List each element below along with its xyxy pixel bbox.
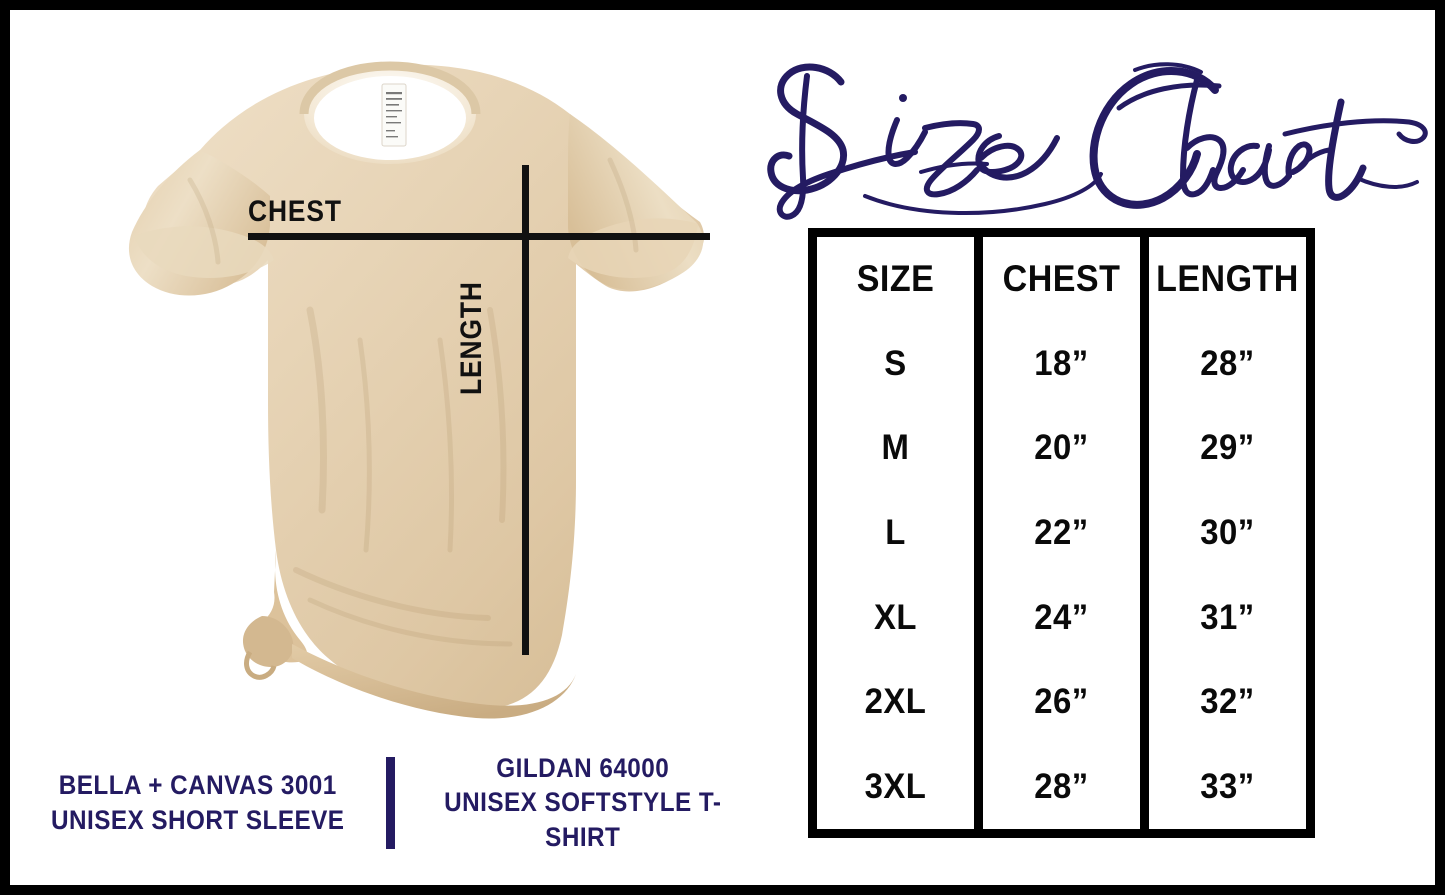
knot-tail <box>244 650 277 680</box>
table-row: 28” <box>1200 343 1255 383</box>
table-row: 22” <box>1034 513 1089 553</box>
table-row: 28” <box>1034 766 1089 806</box>
table-row: 26” <box>1034 682 1089 722</box>
caption-gildan-line1: GILDAN 64000 <box>495 752 669 783</box>
fabric-folds <box>187 157 639 647</box>
table-row: 33” <box>1200 766 1255 806</box>
chest-measurement-line <box>248 233 710 240</box>
table-row: 3XL <box>864 766 927 806</box>
tshirt-photo: CHEST LENGTH <box>10 10 770 740</box>
inner-canvas: CHEST LENGTH BELLA + CANVAS 3001 UNISEX … <box>10 10 1435 885</box>
chest-measurement-label: CHEST <box>248 195 342 228</box>
left-sleeve-cuff <box>134 226 274 279</box>
caption-gildan-line2: UNISEX SOFTSTYLE T-SHIRT <box>443 787 721 852</box>
table-row: 32” <box>1200 682 1255 722</box>
caption-divider <box>385 756 395 849</box>
table-column-length: LENGTH 28” 29” 30” 31” 32” 33” <box>1140 237 1306 829</box>
size-chart-script-title <box>767 62 1428 220</box>
caption-bella-canvas-line2: UNISEX SHORT SLEEVE <box>51 804 345 835</box>
table-header-length: LENGTH <box>1156 258 1299 300</box>
collar-rib <box>299 61 481 115</box>
table-column-chest: CHEST 18” 20” 22” 24” 26” 28” <box>974 237 1140 829</box>
shirt-hem-drape <box>292 644 576 719</box>
tshirt-illustration <box>128 61 704 719</box>
size-table: SIZE S M L XL 2XL 3XL CHEST 18” 20” 22” … <box>808 228 1315 838</box>
table-row: 30” <box>1200 513 1255 553</box>
chest-measurement-group: CHEST <box>238 195 588 255</box>
table-row: 2XL <box>864 682 927 722</box>
table-header-chest: CHEST <box>1002 258 1121 300</box>
table-row: L <box>885 513 906 553</box>
table-row: 29” <box>1200 428 1255 468</box>
table-row: 18” <box>1034 343 1089 383</box>
table-row: M <box>881 428 910 468</box>
neck-tag <box>381 83 407 147</box>
table-row: 31” <box>1200 597 1255 637</box>
page-title <box>745 46 1435 231</box>
table-column-size: SIZE S M L XL 2XL 3XL <box>817 237 974 829</box>
table-row: 24” <box>1034 597 1089 637</box>
caption-gildan: GILDAN 64000 UNISEX SOFTSTYLE T-SHIRT <box>395 751 771 855</box>
table-row: S <box>884 343 907 383</box>
length-measurement-line <box>522 165 529 655</box>
table-row: 20” <box>1034 428 1089 468</box>
length-measurement-label: LENGTH <box>455 281 488 395</box>
table-row: XL <box>873 597 917 637</box>
table-header-size: SIZE <box>856 258 935 300</box>
caption-bella-canvas-line1: BELLA + CANVAS 3001 <box>58 769 337 800</box>
hem-knot <box>242 616 294 668</box>
caption-bella-canvas: BELLA + CANVAS 3001 UNISEX SHORT SLEEVE <box>10 768 386 837</box>
brand-captions: BELLA + CANVAS 3001 UNISEX SHORT SLEEVE … <box>10 745 770 860</box>
shirt-body <box>143 64 704 711</box>
